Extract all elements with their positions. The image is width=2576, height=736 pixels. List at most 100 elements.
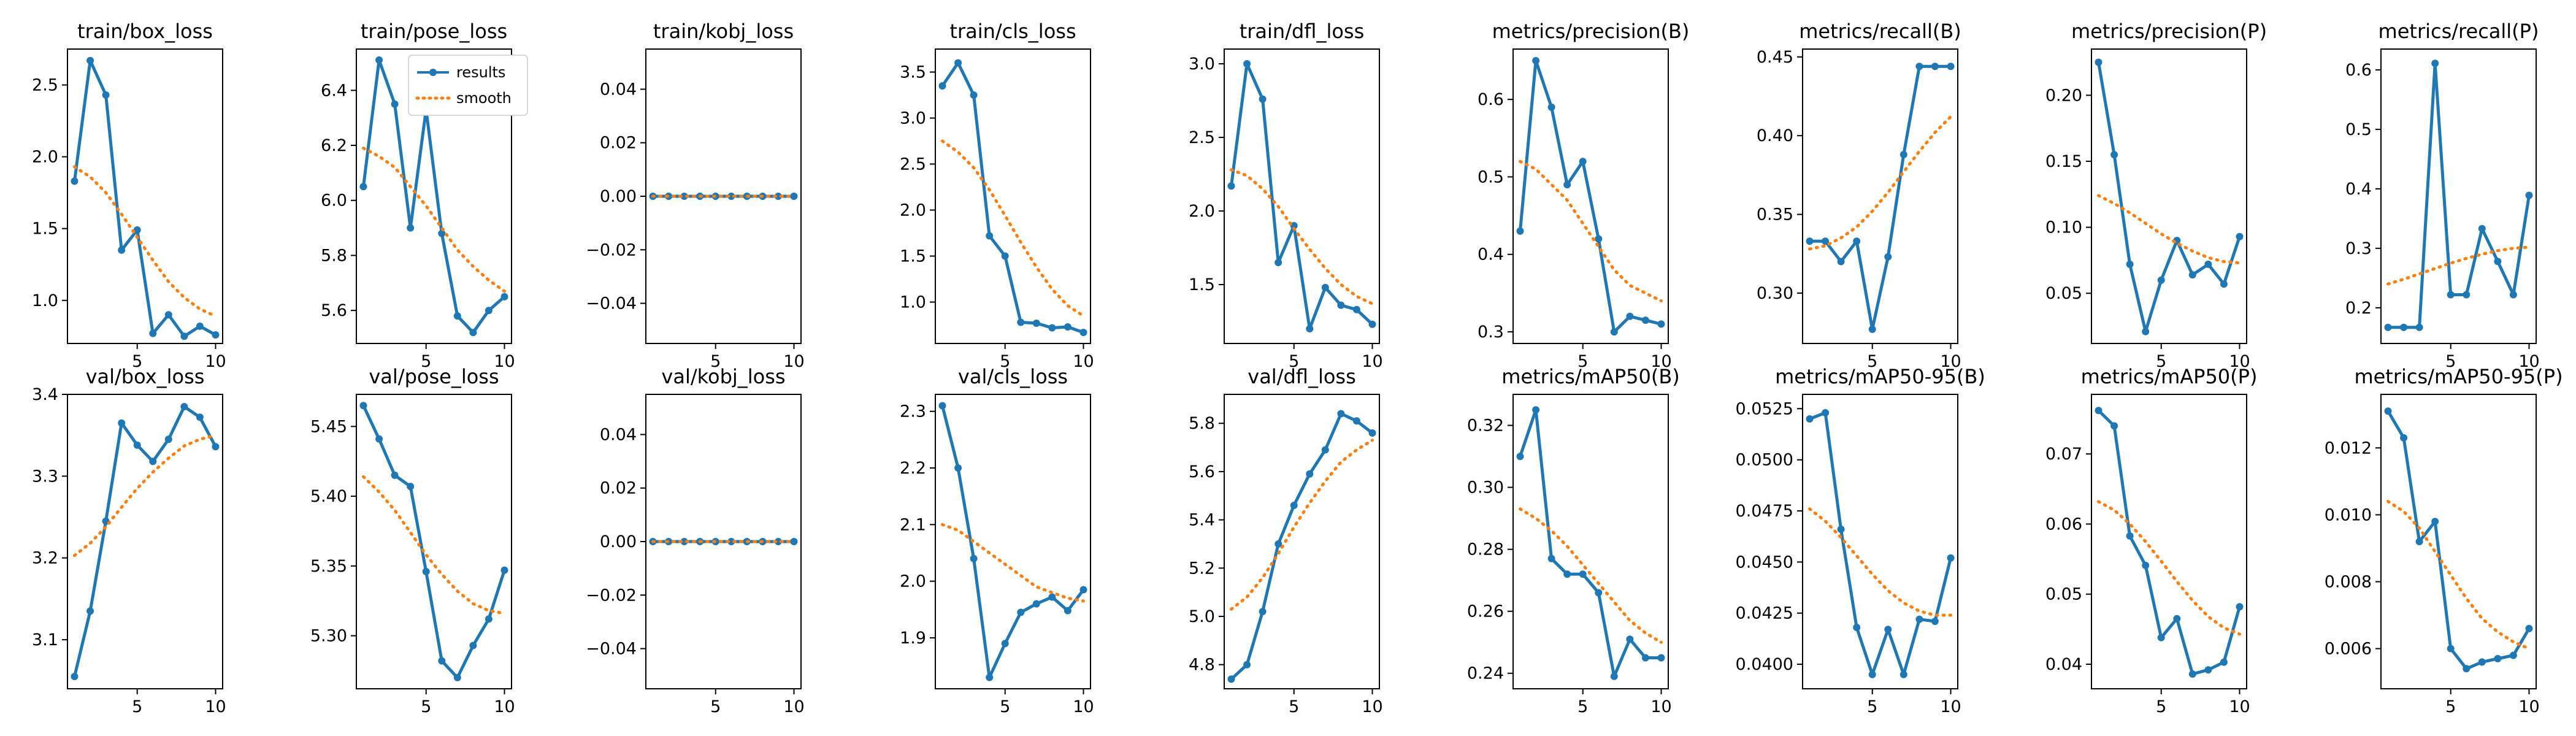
x-tick-label: 10: [2229, 697, 2250, 716]
results-point: [1516, 227, 1524, 235]
results-point: [1243, 60, 1251, 67]
results-point: [149, 329, 157, 337]
y-tick-label: 0.07: [2045, 445, 2082, 464]
results-point: [212, 331, 220, 339]
y-tick-label: 3.2: [32, 549, 58, 568]
results-point: [1321, 283, 1329, 291]
results-point: [1595, 235, 1603, 243]
smooth-series-line: [1808, 115, 1952, 251]
results-point: [2220, 280, 2228, 288]
results-point: [1352, 305, 1360, 313]
y-tick-label: 0.32: [1467, 416, 1504, 435]
results-point: [86, 56, 94, 64]
results-series-line: [362, 405, 506, 680]
results-point: [1563, 570, 1571, 578]
x-tick-label: 5: [2156, 697, 2166, 716]
axes-frame: [2091, 394, 2247, 689]
results-series-line: [1809, 64, 1951, 331]
results-point: [2236, 603, 2244, 611]
x-tick-label: 5: [2445, 352, 2456, 371]
results-series-line: [941, 405, 1085, 679]
results-point: [938, 82, 946, 90]
results-point: [1610, 672, 1618, 680]
results-point: [453, 312, 461, 320]
x-tick-label: 5: [1867, 352, 1877, 371]
y-tick-label: 0.3: [2345, 239, 2372, 258]
y-tick-label: 5.35: [310, 557, 347, 576]
results-point: [2173, 615, 2181, 623]
subplot-title: metrics/recall(B): [1799, 20, 1961, 43]
subplot: train/cls_loss 5 10 1.0 1.5 2.0 2.5 3.0 3.5: [900, 20, 1094, 371]
results-point: [954, 464, 962, 472]
results-point: [2204, 666, 2212, 674]
results-point: [407, 483, 415, 491]
subplot-title: metrics/mAP50(P): [2081, 365, 2258, 388]
results-point: [1610, 328, 1618, 336]
y-tick-label: 2.5: [900, 155, 926, 174]
results-point: [1822, 237, 1830, 245]
y-tick-label: 6.0: [321, 191, 347, 210]
subplot: metrics/mAP50(P) 5 10 0.04 0.05 0.06 0.07: [2045, 365, 2258, 716]
y-tick-label: 5.6: [321, 301, 347, 320]
y-tick-label: 0.4: [1478, 245, 1504, 264]
results-series-line: [1519, 408, 1662, 678]
results-point: [1368, 320, 1376, 328]
results-point: [2095, 407, 2103, 415]
y-tick-label: 0.40: [1757, 126, 1793, 145]
y-tick-label: 3.4: [32, 385, 58, 404]
axes-frame: [935, 394, 1091, 689]
subplot: train/box_loss 5 10 1.0 1.5 2.0 2.5: [32, 20, 226, 371]
results-point: [102, 91, 110, 99]
results-point: [375, 435, 383, 443]
results-point: [118, 419, 126, 427]
y-tick-label: −0.04: [586, 640, 637, 659]
y-tick-label: 0.008: [2325, 572, 2372, 591]
results-point: [1306, 325, 1314, 332]
results-series-line: [73, 405, 217, 677]
y-tick-label: 3.3: [32, 467, 58, 486]
x-tick-label: 5: [710, 352, 721, 371]
y-tick-label: 0.006: [2325, 640, 2372, 659]
results-point: [485, 307, 493, 315]
y-tick-label: 0.04: [600, 80, 637, 99]
results-point: [2126, 532, 2134, 540]
y-tick-label: 0.26: [1467, 602, 1504, 621]
results-point: [1227, 675, 1235, 683]
axes-frame: [2091, 48, 2247, 344]
y-tick-label: 0.0400: [1736, 655, 1793, 674]
y-tick-label: 1.5: [32, 220, 58, 239]
results-point: [1947, 554, 1955, 562]
results-point: [2188, 271, 2196, 279]
x-tick-label: 10: [2518, 352, 2539, 371]
smooth-series-line: [941, 523, 1085, 603]
y-tick-label: 0.04: [600, 425, 637, 444]
results-point: [2400, 323, 2408, 331]
y-tick-label: 2.0: [32, 148, 58, 167]
legend: results smooth: [408, 55, 528, 116]
x-tick-label: 5: [1000, 352, 1010, 371]
axes-frame: [356, 48, 512, 344]
results-point: [774, 538, 782, 545]
y-tick-label: 1.0: [32, 291, 58, 310]
results-point: [986, 232, 994, 240]
results-point: [2463, 291, 2471, 299]
subplot: metrics/precision(B) 5 10 0.3 0.4 0.5 0.6: [1478, 20, 1689, 371]
results-point: [2188, 670, 2196, 678]
results-point: [1079, 586, 1087, 594]
y-tick-label: 5.8: [321, 246, 347, 265]
subplot: val/box_loss 5 10 3.1 3.2 3.3 3.4: [32, 365, 226, 716]
y-tick-label: 3.0: [1189, 55, 1215, 74]
x-tick-label: 10: [783, 352, 804, 371]
y-tick-label: 0.15: [2045, 152, 2082, 171]
y-tick-label: 1.9: [900, 629, 926, 648]
y-tick-label: 0.02: [600, 479, 637, 498]
y-tick-label: 0.45: [1757, 48, 1793, 67]
x-tick-label: 10: [494, 697, 515, 716]
y-tick-label: 0.5: [2345, 120, 2372, 139]
results-point: [1547, 103, 1555, 111]
results-point: [727, 538, 735, 545]
results-point: [790, 193, 798, 200]
y-tick-label: 1.5: [1189, 275, 1215, 294]
